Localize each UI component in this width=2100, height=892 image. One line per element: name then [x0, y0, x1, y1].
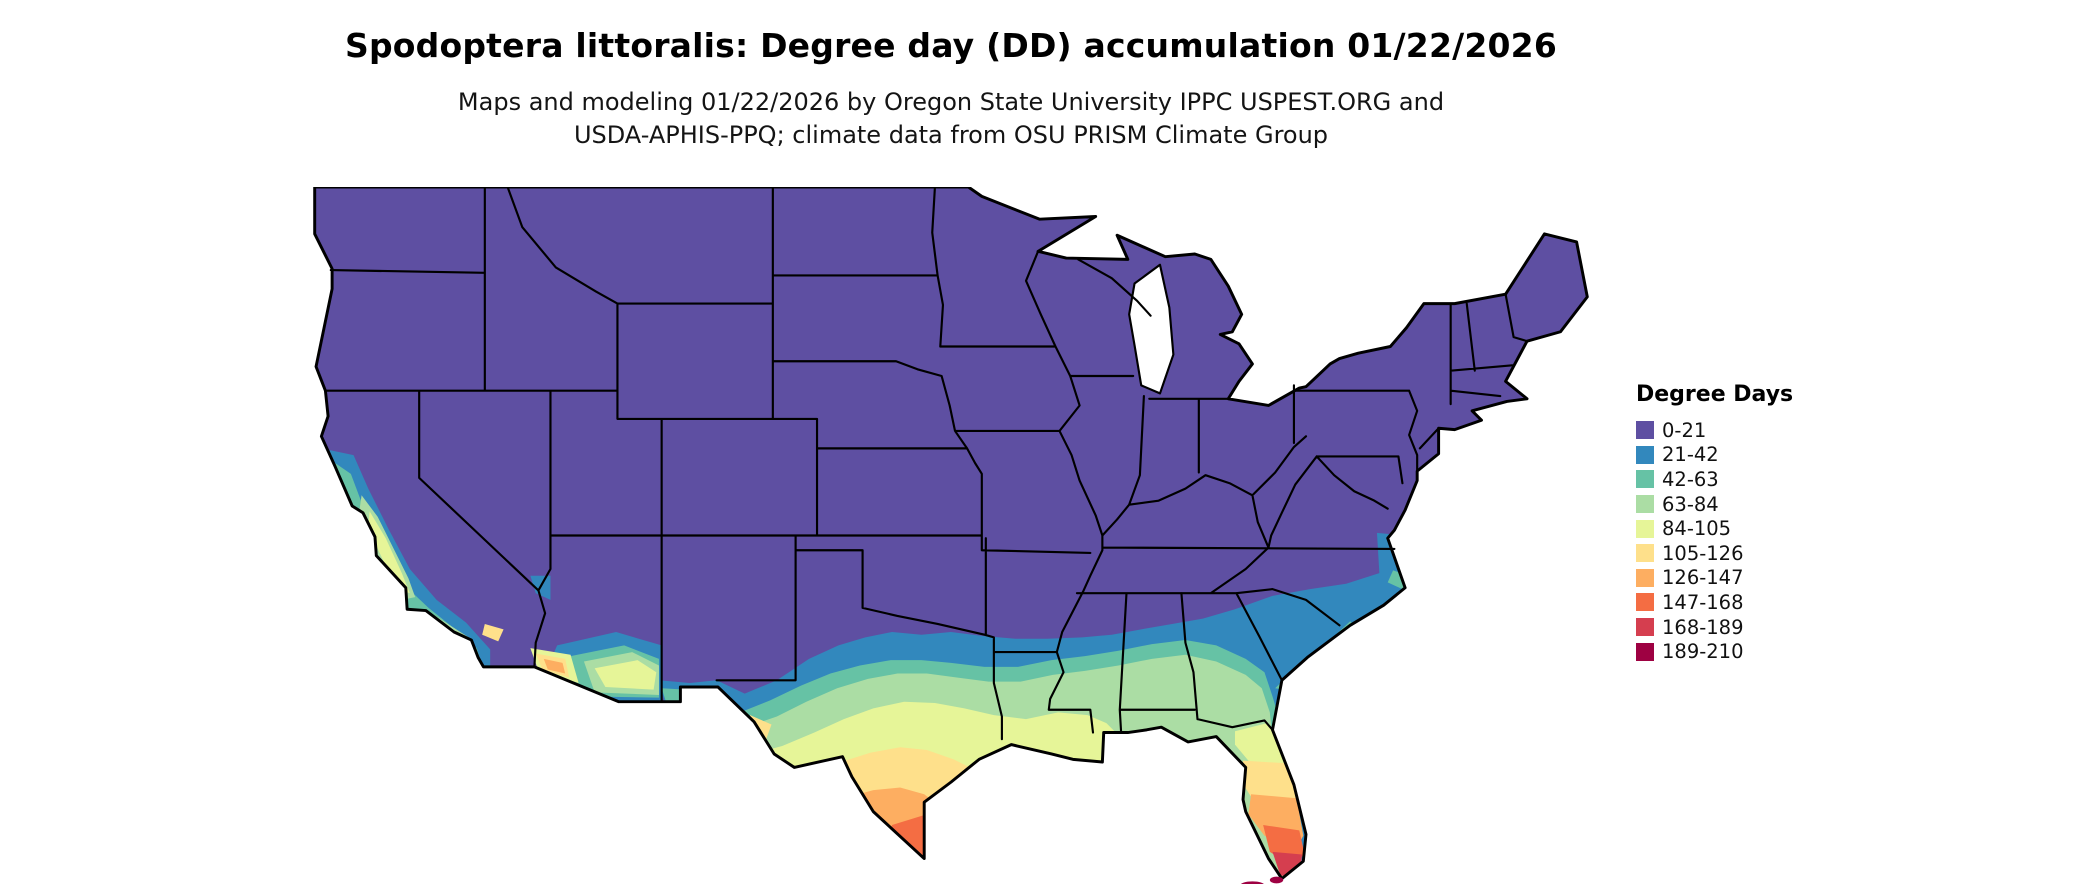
- florida-keys: [1241, 876, 1284, 884]
- legend-label: 0-21: [1662, 418, 1707, 442]
- legend-item: 63-84: [1636, 492, 1793, 517]
- legend-item: 42-63: [1636, 467, 1793, 492]
- header: Spodoptera littoralis: Degree day (DD) a…: [0, 26, 1902, 152]
- legend-swatch: [1636, 568, 1654, 587]
- legend-label: 63-84: [1662, 492, 1719, 516]
- legend-swatch: [1636, 421, 1654, 440]
- legend-label: 147-168: [1662, 590, 1744, 614]
- florida-keys-dot: [1241, 881, 1264, 884]
- us-map-svg: [313, 187, 1589, 884]
- legend-swatch: [1636, 544, 1654, 563]
- legend-label: 21-42: [1662, 443, 1719, 467]
- legend-label: 84-105: [1662, 517, 1732, 541]
- legend-label: 126-147: [1662, 566, 1744, 590]
- legend-label: 42-63: [1662, 467, 1719, 491]
- map-subtitle-line1: Maps and modeling 01/22/2026 by Oregon S…: [457, 88, 1445, 116]
- legend-swatch: [1636, 593, 1654, 612]
- us-degree-day-map: [308, 187, 1594, 884]
- legend-item: 147-168: [1636, 590, 1793, 615]
- legend-swatch: [1636, 618, 1654, 637]
- legend-swatch: [1636, 470, 1654, 489]
- legend-item: 189-210: [1636, 639, 1793, 664]
- map-title: Spodoptera littoralis: Degree day (DD) a…: [344, 26, 1558, 65]
- legend-title: Degree Days: [1636, 382, 1794, 407]
- legend-item: 105-126: [1636, 541, 1793, 566]
- legend-label: 189-210: [1662, 640, 1744, 664]
- legend-item: 168-189: [1636, 615, 1793, 640]
- legend: Degree Days 0-21 21-42 42-63 63-84 84-105 105…: [1636, 382, 1793, 664]
- legend-label: 168-189: [1662, 615, 1744, 639]
- map-subtitle: Maps and modeling 01/22/2026 by Oregon S…: [0, 86, 1902, 152]
- map-subtitle-line2: USDA-APHIS-PPQ; climate data from OSU PR…: [573, 121, 1329, 150]
- legend-item: 84-105: [1636, 516, 1793, 541]
- legend-item: 126-147: [1636, 566, 1793, 591]
- legend-swatch: [1636, 642, 1654, 661]
- legend-items: 0-21 21-42 42-63 63-84 84-105 105-126 126-147 1…: [1636, 418, 1793, 664]
- legend-item: 0-21: [1636, 418, 1793, 443]
- legend-label: 105-126: [1662, 541, 1744, 565]
- legend-swatch: [1636, 495, 1654, 514]
- lake-michigan: [1128, 263, 1175, 395]
- legend-swatch: [1636, 445, 1654, 464]
- state-borders: [324, 187, 1529, 741]
- legend-item: 21-42: [1636, 443, 1793, 468]
- florida-keys-dot: [1269, 876, 1284, 884]
- legend-swatch: [1636, 519, 1654, 538]
- dd-region-147-168: [886, 814, 1305, 866]
